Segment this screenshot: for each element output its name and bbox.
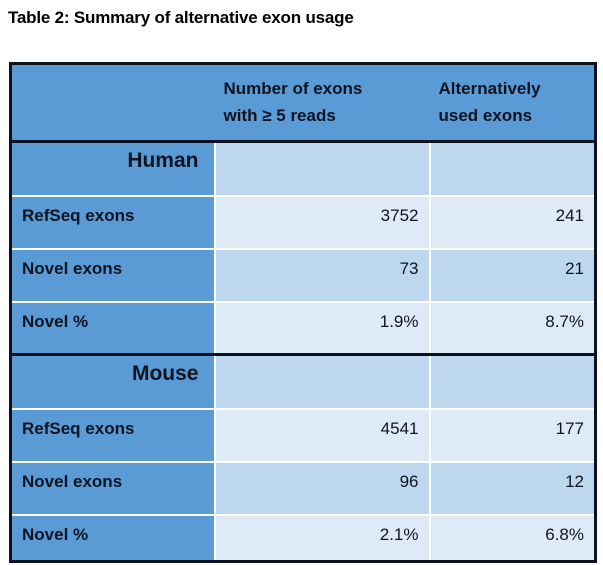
value-exons-5reads: 3752 xyxy=(213,194,431,250)
section-row-human: Human xyxy=(9,140,597,197)
value-alt-used: 177 xyxy=(428,407,597,463)
header-line: Number of exons xyxy=(223,79,363,98)
header-line: Alternatively xyxy=(438,79,541,98)
table-row-mouse-novel-pct: Novel % 2.1% 6.8% xyxy=(9,513,597,563)
header-cell-alternatively-used: Alternatively used exons xyxy=(429,63,596,143)
table-caption: Table 2: Summary of alternative exon usa… xyxy=(8,8,354,27)
empty-cell xyxy=(213,353,431,410)
empty-cell xyxy=(428,353,597,410)
header-line: used exons xyxy=(438,106,533,125)
row-label: RefSeq exons xyxy=(9,194,216,250)
section-label-human: Human xyxy=(9,140,216,197)
value-exons-5reads: 4541 xyxy=(213,407,431,463)
header-row: Number of exons with ≥ 5 reads Alternati… xyxy=(10,63,596,143)
row-label: Novel % xyxy=(9,513,216,563)
empty-cell xyxy=(213,140,431,197)
empty-cell xyxy=(428,140,597,197)
header-cell-empty xyxy=(10,63,215,143)
table-row-mouse-refseq: RefSeq exons 4541 177 xyxy=(9,407,597,463)
row-label: RefSeq exons xyxy=(9,407,216,463)
value-exons-5reads: 2.1% xyxy=(213,513,431,563)
row-label: Novel exons xyxy=(9,247,216,303)
section-row-mouse: Mouse xyxy=(9,353,597,410)
header-line: with ≥ 5 reads xyxy=(223,106,336,125)
section-label-mouse: Mouse xyxy=(9,353,216,410)
value-exons-5reads: 73 xyxy=(213,247,431,303)
row-label: Novel % xyxy=(9,300,216,356)
value-alt-used: 8.7% xyxy=(428,300,597,356)
value-alt-used: 12 xyxy=(428,460,597,516)
table-row-human-refseq: RefSeq exons 3752 241 xyxy=(9,194,597,250)
table-row-mouse-novel: Novel exons 96 12 xyxy=(9,460,597,516)
exon-usage-table: Number of exons with ≥ 5 reads Alternati… xyxy=(9,62,597,563)
table-row-human-novel-pct: Novel % 1.9% 8.7% xyxy=(9,300,597,356)
value-alt-used: 241 xyxy=(428,194,597,250)
header-cell-exons-reads: Number of exons with ≥ 5 reads xyxy=(214,63,430,143)
row-label: Novel exons xyxy=(9,460,216,516)
value-alt-used: 6.8% xyxy=(428,513,597,563)
value-exons-5reads: 1.9% xyxy=(213,300,431,356)
value-exons-5reads: 96 xyxy=(213,460,431,516)
value-alt-used: 21 xyxy=(428,247,597,303)
table-row-human-novel: Novel exons 73 21 xyxy=(9,247,597,303)
